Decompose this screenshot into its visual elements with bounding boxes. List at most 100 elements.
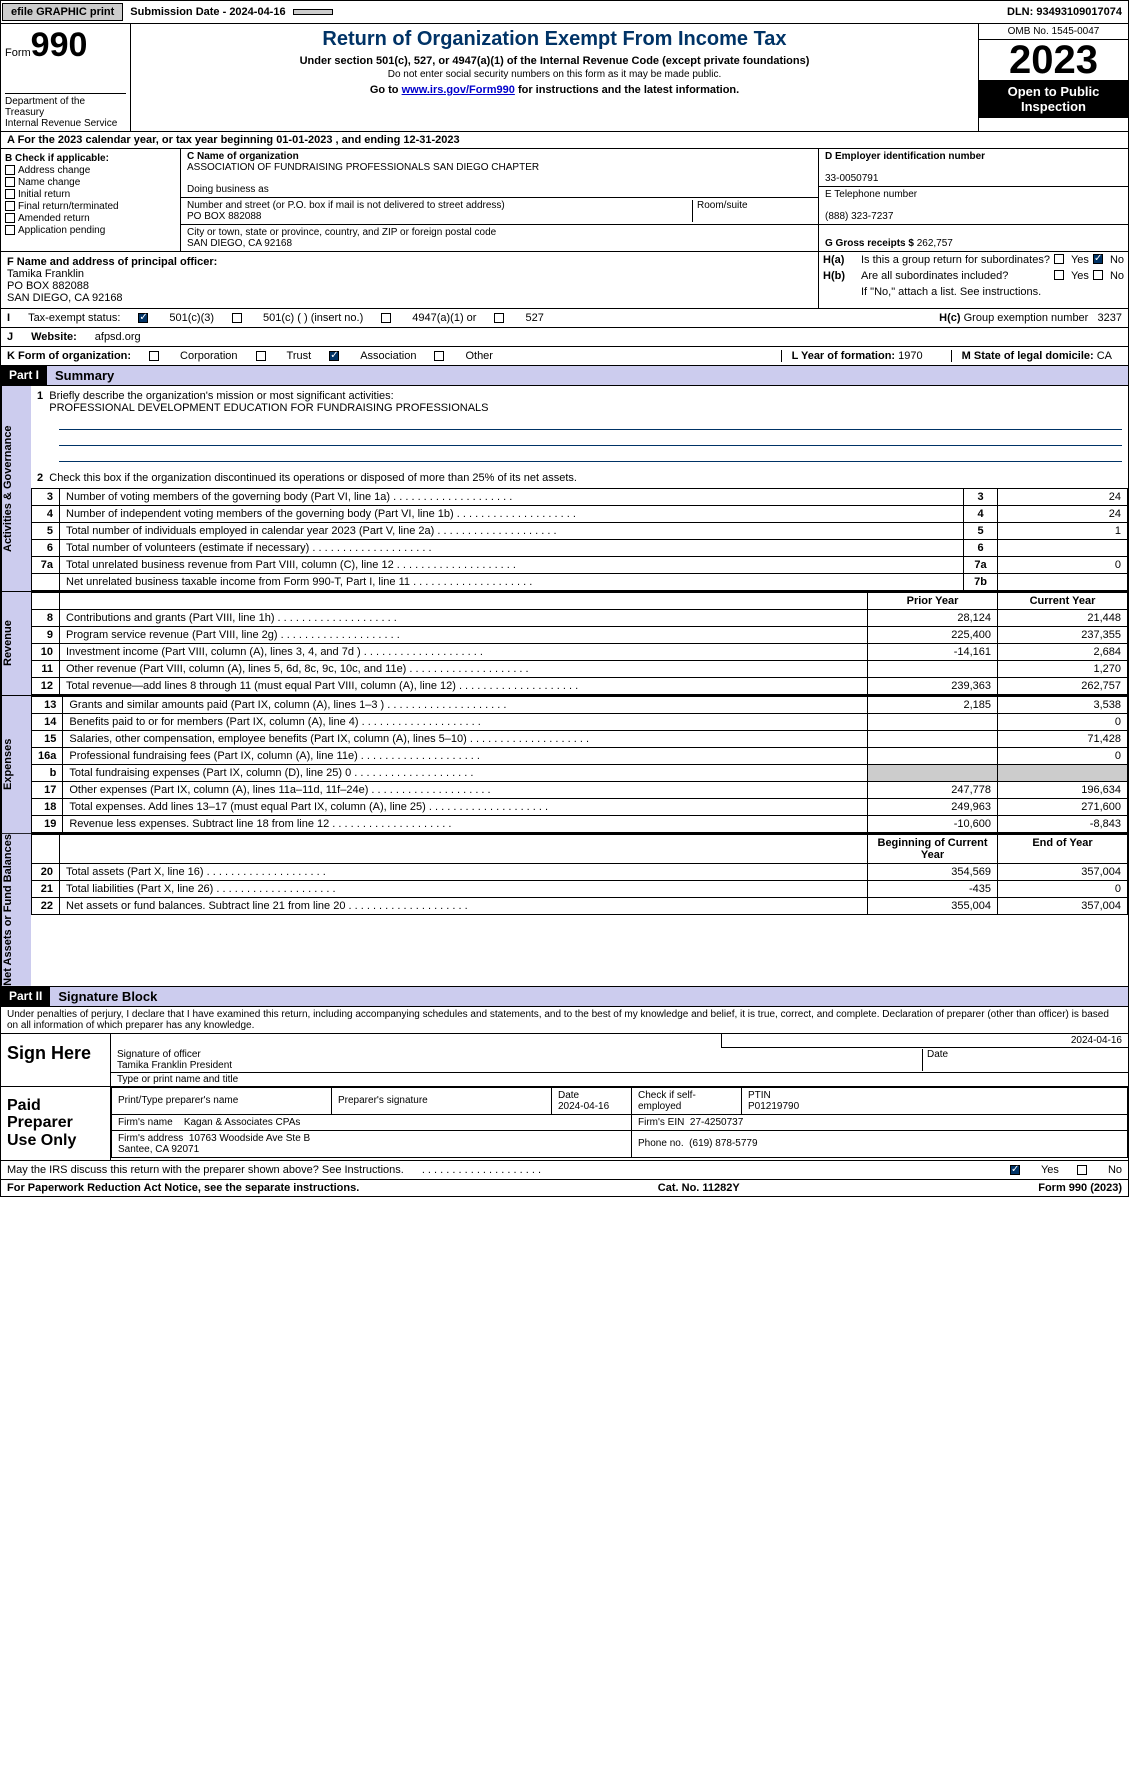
line-num: 22 [32, 898, 60, 915]
check-amended-return[interactable]: Amended return [5, 213, 176, 224]
prep-date: 2024-04-16 [558, 1101, 609, 1112]
form-subtitle-3: Go to www.irs.gov/Form990 for instructio… [135, 84, 974, 96]
city-label: City or town, state or province, country… [187, 227, 496, 238]
footer-left: For Paperwork Reduction Act Notice, see … [7, 1182, 359, 1194]
col-header: Prior Year [868, 593, 998, 610]
prep-check-self: Check if self-employed [632, 1087, 742, 1114]
side-net-assets: Net Assets or Fund Balances [1, 834, 31, 986]
open-to-public: Open to Public Inspection [979, 80, 1128, 118]
line-ref: 4 [964, 506, 998, 523]
prior-value: 28,124 [868, 610, 998, 627]
prior-value: 2,185 [868, 697, 998, 714]
line-text: Revenue less expenses. Subtract line 18 … [63, 816, 868, 833]
firm-name: Kagan & Associates CPAs [184, 1117, 301, 1128]
prior-value [868, 661, 998, 678]
line-value: 0 [998, 557, 1128, 574]
irs-link[interactable]: www.irs.gov/Form990 [402, 84, 515, 96]
prior-value [868, 731, 998, 748]
prior-value [868, 714, 998, 731]
check-527[interactable] [494, 313, 504, 323]
current-value: 0 [998, 881, 1128, 898]
room-label: Room/suite [692, 200, 812, 222]
line-text: Number of independent voting members of … [60, 506, 964, 523]
check-4947[interactable] [381, 313, 391, 323]
e-phone-label: E Telephone number [825, 189, 917, 200]
tax-year: 2023 [979, 40, 1128, 80]
footer-center: Cat. No. 11282Y [658, 1182, 740, 1194]
discuss-no[interactable] [1077, 1165, 1087, 1175]
line-value [998, 540, 1128, 557]
form-title: Return of Organization Exempt From Incom… [135, 28, 974, 51]
check-501c3[interactable] [138, 313, 148, 323]
c-name-label: C Name of organization [187, 151, 299, 162]
line-text: Total assets (Part X, line 16) [60, 864, 868, 881]
year-formation: 1970 [898, 350, 922, 362]
officer-addr2: SAN DIEGO, CA 92168 [7, 292, 812, 304]
ptin-value: P01219790 [748, 1101, 799, 1112]
officer-addr1: PO BOX 882088 [7, 280, 812, 292]
col-header: Beginning of Current Year [868, 835, 998, 864]
current-value: 0 [998, 714, 1128, 731]
line-num: 4 [32, 506, 60, 523]
hb-label: Are all subordinates included? [861, 270, 1050, 282]
line-value: 24 [998, 506, 1128, 523]
top-bar: efile GRAPHIC print Submission Date - 20… [0, 0, 1129, 24]
prior-value: 239,363 [868, 678, 998, 695]
line-num: 11 [32, 661, 60, 678]
check-initial-return[interactable]: Initial return [5, 189, 176, 200]
submission-date: Submission Date - 2024-04-16 [124, 6, 291, 18]
current-value: 237,355 [998, 627, 1128, 644]
line-text: Total number of volunteers (estimate if … [60, 540, 964, 557]
k-label: K Form of organization: [7, 350, 131, 362]
current-value: 271,600 [998, 799, 1128, 816]
perjury-declaration: Under penalties of perjury, I declare th… [1, 1007, 1128, 1033]
officer-sig-name: Tamika Franklin President [117, 1060, 232, 1071]
b-label: B Check if applicable: [5, 153, 176, 164]
ha-label: Is this a group return for subordinates? [861, 254, 1050, 266]
check-other[interactable] [434, 351, 444, 361]
j-label: Website: [31, 331, 77, 343]
org-address: PO BOX 882088 [187, 211, 262, 222]
line-text: Investment income (Part VIII, column (A)… [60, 644, 868, 661]
hc-value: 3237 [1098, 312, 1122, 324]
sign-here-label: Sign Here [1, 1034, 111, 1086]
check-name-change[interactable]: Name change [5, 177, 176, 188]
row-a-tax-year: A For the 2023 calendar year, or tax yea… [0, 132, 1129, 149]
current-value: 262,757 [998, 678, 1128, 695]
prior-value: 225,400 [868, 627, 998, 644]
part1-header: Part I [1, 366, 47, 385]
prior-value: 355,004 [868, 898, 998, 915]
line-text: Salaries, other compensation, employee b… [63, 731, 868, 748]
line-num: 8 [32, 610, 60, 627]
line-num: b [32, 765, 63, 782]
line-text: Total revenue—add lines 8 through 11 (mu… [60, 678, 868, 695]
dln: DLN: 93493109017074 [1007, 6, 1128, 18]
blank-button[interactable] [293, 9, 333, 15]
entity-block: B Check if applicable: Address change Na… [0, 149, 1129, 252]
check-application-pending[interactable]: Application pending [5, 225, 176, 236]
check-corporation[interactable] [149, 351, 159, 361]
current-value: 2,684 [998, 644, 1128, 661]
current-value: 3,538 [998, 697, 1128, 714]
prior-value: 354,569 [868, 864, 998, 881]
line-num: 9 [32, 627, 60, 644]
check-501c[interactable] [232, 313, 242, 323]
firm-phone: (619) 878-5779 [689, 1138, 757, 1149]
paid-preparer-label: Paid Preparer Use Only [1, 1087, 111, 1160]
check-address-change[interactable]: Address change [5, 165, 176, 176]
check-association[interactable] [329, 351, 339, 361]
line-text: Net assets or fund balances. Subtract li… [60, 898, 868, 915]
line-num: 14 [32, 714, 63, 731]
check-final-return[interactable]: Final return/terminated [5, 201, 176, 212]
line-text: Total fundraising expenses (Part IX, col… [63, 765, 868, 782]
dept-label: Department of the Treasury Internal Reve… [5, 93, 126, 129]
line-value [998, 574, 1128, 591]
line1-label: Briefly describe the organization's miss… [49, 390, 393, 402]
line-num: 12 [32, 678, 60, 695]
check-trust[interactable] [256, 351, 266, 361]
line-num: 19 [32, 816, 63, 833]
discuss-yes[interactable] [1010, 1165, 1020, 1175]
efile-print-button[interactable]: efile GRAPHIC print [2, 3, 123, 21]
org-name: ASSOCIATION OF FUNDRAISING PROFESSIONALS… [187, 162, 539, 173]
line-ref: 3 [964, 489, 998, 506]
